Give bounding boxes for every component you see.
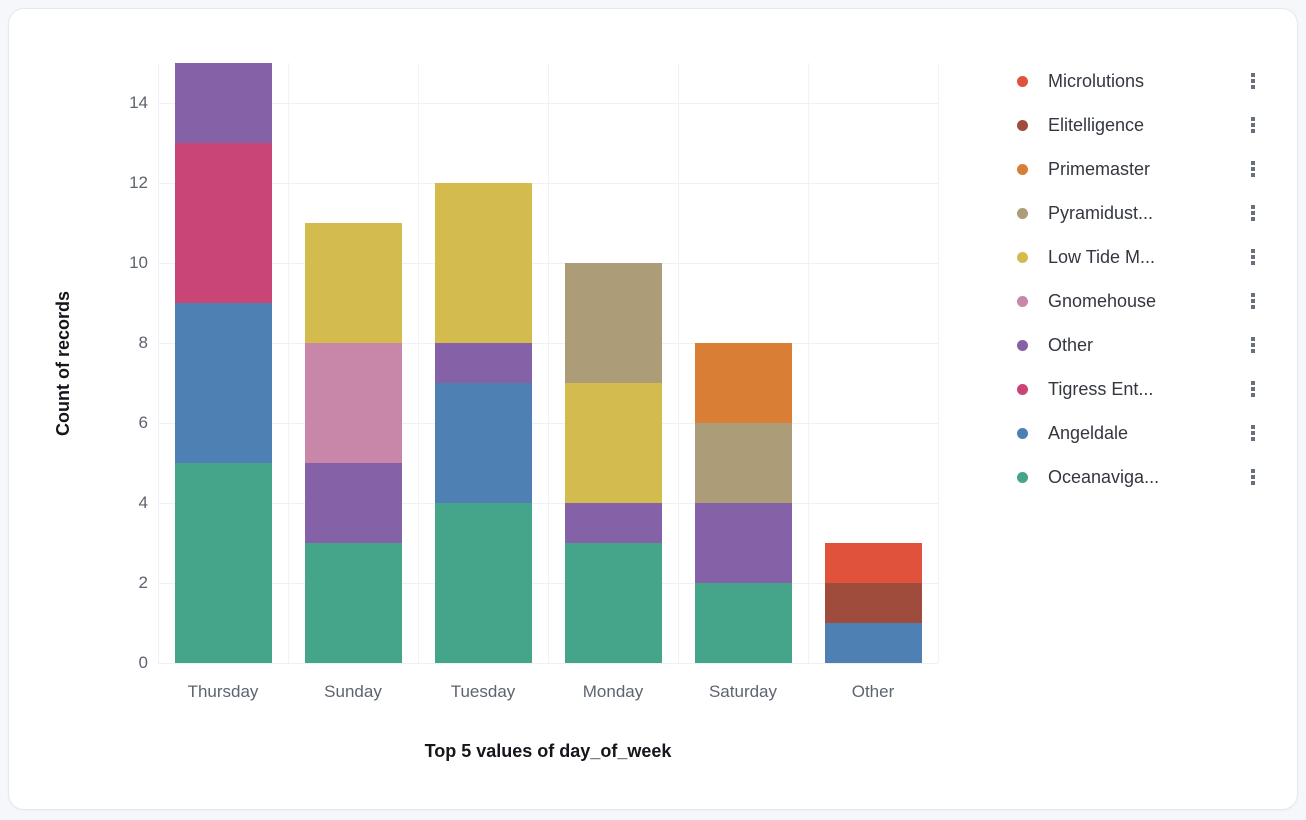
- legend-item[interactable]: Low Tide M...: [1017, 235, 1257, 279]
- legend-actions-icon[interactable]: [1249, 245, 1257, 269]
- legend-item[interactable]: Gnomehouse: [1017, 279, 1257, 323]
- bar-segment[interactable]: [694, 583, 792, 663]
- gridline-vertical: [548, 63, 549, 663]
- bar-segment[interactable]: [304, 343, 402, 463]
- legend-color-dot: [1017, 163, 1028, 175]
- chart-panel: Count of records 0 2 4 6 8 10 12 14 Thursday Sun…: [8, 8, 1298, 810]
- legend: Microlutions Elitelligence Primemaster Pyra…: [1017, 59, 1257, 499]
- legend-actions-icon[interactable]: [1249, 289, 1257, 313]
- x-category-label: Saturday: [708, 682, 778, 701]
- gridline-vertical: [418, 63, 419, 663]
- bar-segment[interactable]: [434, 343, 532, 383]
- legend-actions-icon[interactable]: [1249, 69, 1257, 93]
- legend-color-dot: [1017, 383, 1028, 395]
- y-tick-label: 10: [129, 253, 148, 272]
- x-axis-tick-labels: Thursday Sunday Tuesday Monday Saturday Other: [158, 681, 938, 703]
- x-category-label: Other: [851, 682, 895, 701]
- x-category-label: Sunday: [324, 682, 382, 701]
- legend-item-label: Low Tide M...: [1048, 246, 1156, 267]
- bar-segment[interactable]: [304, 463, 402, 543]
- bar-segment[interactable]: [564, 263, 662, 383]
- gridline-vertical: [938, 63, 939, 663]
- legend-color-dot: [1017, 207, 1028, 219]
- legend-item[interactable]: Microlutions: [1017, 59, 1257, 103]
- legend-item-label: Angeldale: [1048, 422, 1129, 443]
- bar-segment[interactable]: [694, 343, 792, 423]
- legend-item-label: Microlutions: [1048, 70, 1145, 91]
- y-tick-label: 2: [138, 573, 148, 592]
- legend-item[interactable]: Tigress Ent...: [1017, 367, 1257, 411]
- legend-item[interactable]: Primemaster: [1017, 147, 1257, 191]
- legend-color-dot: [1017, 295, 1028, 307]
- legend-actions-icon[interactable]: [1249, 377, 1257, 401]
- bar-segment[interactable]: [824, 583, 922, 623]
- y-tick-label: 4: [138, 493, 148, 512]
- legend-color-dot: [1017, 339, 1028, 351]
- legend-item-label: Elitelligence: [1048, 114, 1145, 135]
- bar-segment[interactable]: [694, 503, 792, 583]
- legend-color-dot: [1017, 251, 1028, 263]
- y-tick-label: 6: [138, 413, 148, 432]
- y-tick-label: 0: [138, 653, 148, 672]
- legend-actions-icon[interactable]: [1249, 333, 1257, 357]
- legend-color-dot: [1017, 427, 1028, 439]
- y-tick-label: 8: [138, 333, 148, 352]
- legend-actions-icon[interactable]: [1249, 113, 1257, 137]
- legend-item-label: Gnomehouse: [1048, 290, 1157, 311]
- gridline-vertical: [288, 63, 289, 663]
- bar-segment[interactable]: [434, 383, 532, 503]
- bar-segment[interactable]: [564, 383, 662, 503]
- legend-color-dot: [1017, 471, 1028, 483]
- legend-actions-icon[interactable]: [1249, 465, 1257, 489]
- legend-item[interactable]: Oceanaviga...: [1017, 455, 1257, 499]
- gridline-horizontal: [158, 663, 938, 664]
- y-tick-label: 14: [129, 93, 148, 112]
- legend-color-dot: [1017, 119, 1028, 131]
- gridline-vertical: [678, 63, 679, 663]
- y-axis-tick-labels: 0 2 4 6 8 10 12 14: [9, 63, 148, 672]
- gridline-vertical: [808, 63, 809, 663]
- legend-actions-icon[interactable]: [1249, 421, 1257, 445]
- bar-segment[interactable]: [304, 223, 402, 343]
- legend-color-dot: [1017, 75, 1028, 87]
- bar-segment[interactable]: [174, 63, 272, 143]
- legend-item-label: Pyramidust...: [1048, 202, 1154, 223]
- legend-actions-icon[interactable]: [1249, 157, 1257, 181]
- legend-actions-icon[interactable]: [1249, 201, 1257, 225]
- bar-segment[interactable]: [174, 303, 272, 463]
- bar-segment[interactable]: [824, 543, 922, 583]
- bar-segment[interactable]: [564, 503, 662, 543]
- legend-item-label: Tigress Ent...: [1048, 378, 1154, 399]
- gridline-vertical: [158, 63, 159, 663]
- bar-segment[interactable]: [564, 543, 662, 663]
- legend-item-label: Oceanaviga...: [1048, 466, 1160, 487]
- bar-segment[interactable]: [694, 423, 792, 503]
- x-axis-title: Top 5 values of day_of_week: [424, 741, 672, 761]
- x-category-label: Tuesday: [450, 682, 516, 701]
- x-category-label: Monday: [582, 682, 644, 701]
- x-category-label: Thursday: [187, 682, 259, 701]
- legend-item-label: Other: [1048, 334, 1094, 355]
- legend-item[interactable]: Other: [1017, 323, 1257, 367]
- bar-segment[interactable]: [174, 143, 272, 303]
- legend-item-label: Primemaster: [1048, 158, 1151, 179]
- bar-segment[interactable]: [304, 543, 402, 663]
- bar-segment[interactable]: [824, 623, 922, 663]
- bar-segment[interactable]: [174, 463, 272, 663]
- bar-segment[interactable]: [434, 183, 532, 343]
- plot-area: [158, 63, 939, 664]
- bar-segment[interactable]: [434, 503, 532, 663]
- legend-item[interactable]: Angeldale: [1017, 411, 1257, 455]
- legend-item[interactable]: Pyramidust...: [1017, 191, 1257, 235]
- y-tick-label: 12: [129, 173, 148, 192]
- legend-item[interactable]: Elitelligence: [1017, 103, 1257, 147]
